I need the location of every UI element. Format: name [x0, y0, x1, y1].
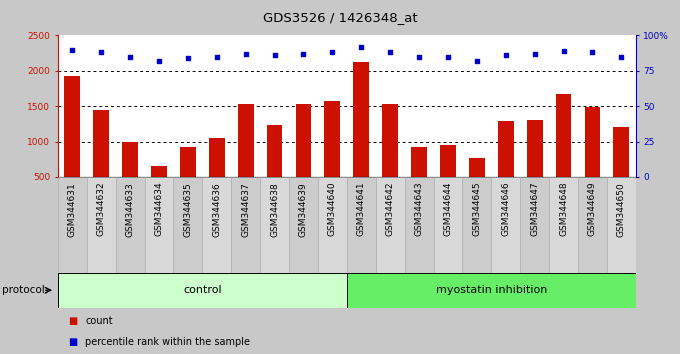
Point	[96, 50, 107, 55]
Text: control: control	[183, 285, 222, 295]
Bar	[434, 177, 462, 273]
Text: GSM344650: GSM344650	[617, 182, 626, 236]
Text: GSM344638: GSM344638	[270, 182, 279, 236]
Bar	[440, 145, 456, 212]
Point	[413, 54, 424, 59]
Bar	[87, 177, 116, 273]
Point	[529, 51, 540, 57]
Bar	[527, 120, 543, 212]
Text: GSM344642: GSM344642	[386, 182, 394, 236]
Point	[269, 52, 280, 58]
Text: GSM344634: GSM344634	[154, 182, 163, 236]
Text: GSM344633: GSM344633	[126, 182, 135, 236]
Bar	[238, 104, 254, 212]
Text: ■: ■	[68, 337, 78, 348]
Text: GSM344632: GSM344632	[97, 182, 105, 236]
Bar	[354, 62, 369, 212]
Text: GSM344636: GSM344636	[212, 182, 221, 236]
Text: GSM344648: GSM344648	[559, 182, 568, 236]
Text: GSM344637: GSM344637	[241, 182, 250, 236]
Point	[124, 54, 135, 59]
Text: GSM344641: GSM344641	[357, 182, 366, 236]
Bar	[116, 177, 144, 273]
Bar	[296, 104, 311, 212]
Bar	[289, 177, 318, 273]
Point	[182, 55, 193, 61]
Point	[385, 50, 396, 55]
Text: GSM344646: GSM344646	[501, 182, 510, 236]
Point	[298, 51, 309, 57]
Point	[616, 54, 627, 59]
Bar	[144, 177, 173, 273]
Text: ■: ■	[68, 316, 78, 326]
Point	[558, 48, 569, 54]
Text: protocol: protocol	[2, 285, 45, 295]
Bar	[58, 273, 347, 308]
Text: count: count	[85, 316, 113, 326]
Text: GSM344644: GSM344644	[443, 182, 452, 236]
Text: GSM344635: GSM344635	[184, 182, 192, 236]
Bar	[347, 177, 376, 273]
Bar	[578, 177, 607, 273]
Point	[240, 51, 251, 57]
Bar	[607, 177, 636, 273]
Text: GSM344647: GSM344647	[530, 182, 539, 236]
Text: GDS3526 / 1426348_at: GDS3526 / 1426348_at	[262, 11, 418, 24]
Point	[500, 52, 511, 58]
Bar	[65, 76, 80, 212]
Point	[587, 50, 598, 55]
Text: GSM344640: GSM344640	[328, 182, 337, 236]
Text: GSM344639: GSM344639	[299, 182, 308, 236]
Bar	[613, 127, 629, 212]
Bar	[549, 177, 578, 273]
Bar	[411, 147, 427, 212]
Bar	[151, 166, 167, 212]
Point	[211, 54, 222, 59]
Text: GSM344645: GSM344645	[473, 182, 481, 236]
Text: GSM344643: GSM344643	[415, 182, 424, 236]
Bar	[498, 121, 513, 212]
Text: myostatin inhibition: myostatin inhibition	[436, 285, 547, 295]
Bar	[173, 177, 203, 273]
Bar	[556, 94, 571, 212]
Point	[327, 50, 338, 55]
Bar	[231, 177, 260, 273]
Bar	[122, 142, 138, 212]
Bar	[260, 177, 289, 273]
Bar	[376, 177, 405, 273]
Bar	[469, 158, 485, 212]
Text: percentile rank within the sample: percentile rank within the sample	[85, 337, 250, 348]
Point	[443, 54, 454, 59]
Bar	[318, 177, 347, 273]
Bar	[324, 101, 340, 212]
Bar	[492, 177, 520, 273]
Bar	[267, 125, 282, 212]
Bar	[382, 104, 398, 212]
Bar	[180, 147, 196, 212]
Bar	[93, 110, 109, 212]
Point	[471, 58, 482, 64]
Text: GSM344649: GSM344649	[588, 182, 597, 236]
Bar	[203, 177, 231, 273]
Bar	[405, 177, 434, 273]
Bar	[347, 273, 636, 308]
Point	[154, 58, 165, 64]
Bar	[209, 138, 224, 212]
Bar	[462, 177, 492, 273]
Text: GSM344631: GSM344631	[68, 182, 77, 236]
Bar	[520, 177, 549, 273]
Bar	[58, 177, 87, 273]
Point	[67, 47, 78, 52]
Bar	[585, 107, 600, 212]
Point	[356, 44, 367, 50]
